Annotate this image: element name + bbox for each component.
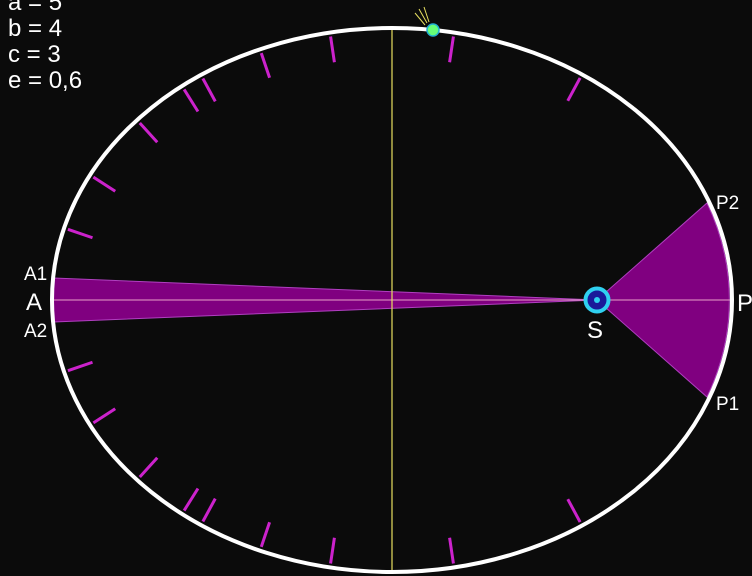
label-P2: P2 [716,193,739,214]
orbit-tick [138,456,159,479]
orbit-tick [329,36,336,63]
label-P: P [737,290,752,317]
param-c: c = 3 [8,41,61,68]
orbit-tick [67,360,93,373]
parameter-readout: a = 5 b = 4 c = 3 e = 0,6 [8,0,82,94]
param-a: a = 5 [8,0,63,16]
orbit-tick [201,77,217,103]
orbit-tick [259,521,272,548]
label-A1: A1 [24,264,47,285]
orbit-tick [138,121,159,144]
orbit-tick [92,175,117,193]
planet-icon [414,6,440,37]
orbit-tick [566,77,582,102]
orbit-tick [201,497,217,523]
param-b: b = 4 [8,15,63,42]
orbit-tick [329,537,336,564]
sun-focus-icon [583,286,611,314]
label-P1: P1 [716,394,739,415]
orbit-ellipse [50,26,734,574]
orbit-tick [92,407,117,425]
param-e: e = 0,6 [8,67,83,94]
orbit-tick [448,537,455,564]
label-A: A [26,289,42,316]
orbit-tick-marks [67,36,582,564]
orbit-tick [259,52,272,79]
orbit-tick [566,498,582,523]
orbit-tick [67,227,93,240]
label-S: S [587,317,603,344]
orbit-tick [448,36,455,63]
orbit-tick [182,88,200,113]
orbit-tick [182,487,200,512]
label-A2: A2 [24,321,47,342]
